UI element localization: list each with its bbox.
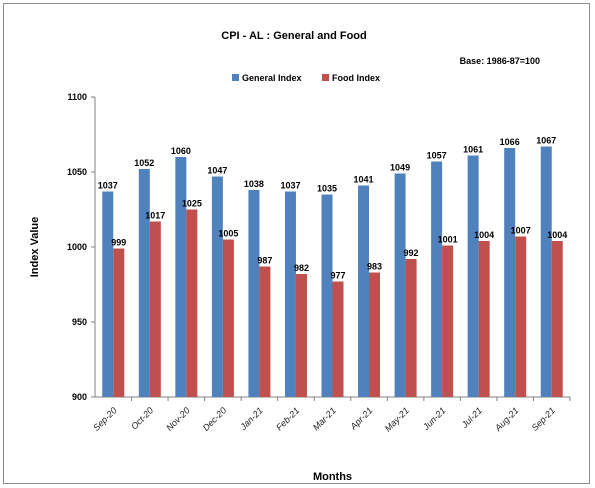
general-index-value-label: 1035 [317, 184, 337, 194]
legend-label-2: Food Index [332, 73, 380, 83]
food-index-value-label: 999 [111, 238, 126, 248]
general-index-bar [321, 194, 333, 397]
chart-subtitle: Base: 1986-87=100 [460, 56, 540, 66]
food-index-value-label: 987 [257, 256, 272, 266]
general-index-bar [102, 191, 114, 397]
general-index-bar [467, 155, 479, 397]
food-index-bar [222, 239, 234, 397]
food-index-bar [113, 248, 125, 397]
food-index-value-label: 1005 [218, 229, 238, 239]
general-index-bar [504, 148, 516, 397]
general-index-bar [284, 191, 296, 397]
food-index-value-label: 1001 [438, 235, 458, 245]
food-index-value-label: 1017 [145, 211, 165, 221]
x-tick-label: Jul-21 [459, 405, 484, 430]
general-index-bar [394, 173, 406, 397]
food-index-value-label: 982 [294, 263, 309, 273]
general-index-bar [358, 185, 370, 397]
chart-title: CPI - AL : General and Food [221, 30, 366, 42]
x-tick-label: May-21 [383, 405, 411, 433]
x-tick-label: Feb-21 [274, 405, 301, 432]
food-index-value-label: 1004 [474, 230, 494, 240]
food-index-bar [332, 281, 344, 397]
food-index-bar [551, 241, 563, 397]
general-index-bar [540, 146, 552, 397]
food-index-bar [295, 274, 307, 397]
food-index-value-label: 983 [367, 262, 382, 272]
general-index-bar [175, 157, 187, 397]
y-axis-label: Index Value [29, 217, 41, 278]
legend-swatch-1 [232, 74, 239, 81]
x-tick-label: Jan-21 [238, 405, 265, 432]
food-index-value-label: 1004 [547, 230, 567, 240]
x-tick-label: Dec-20 [201, 405, 229, 433]
x-tick-label: Oct-20 [129, 405, 155, 431]
x-tick-label: Sep-20 [91, 405, 119, 433]
general-index-value-label: 1041 [354, 175, 374, 185]
legend-label-1: General Index [242, 73, 302, 83]
general-index-bar [138, 169, 150, 397]
general-index-value-label: 1037 [280, 181, 300, 191]
food-index-value-label: 1025 [182, 199, 202, 209]
general-index-value-label: 1060 [171, 146, 191, 156]
x-tick-label: Apr-21 [348, 405, 375, 432]
legend: General Index Food Index [232, 73, 380, 83]
y-tick-label: 1000 [67, 242, 87, 252]
y-tick-label: 1050 [67, 167, 87, 177]
general-index-value-label: 1057 [427, 151, 447, 161]
general-index-value-label: 1038 [244, 179, 264, 189]
x-tick-label: Sep-21 [530, 405, 558, 433]
general-index-bar [431, 161, 443, 397]
food-index-value-label: 1007 [511, 226, 531, 236]
general-index-bar [248, 190, 260, 397]
food-index-bar [149, 221, 161, 397]
food-index-value-label: 992 [404, 248, 419, 258]
plot-area: 1100 1050 1000 950 900 1037 999 Sep-20 1052 1017 O… [67, 92, 571, 434]
general-index-bar [211, 176, 223, 397]
food-index-bar [186, 209, 198, 397]
legend-swatch-2 [322, 74, 329, 81]
general-index-value-label: 1047 [207, 166, 227, 176]
y-tick-label: 900 [72, 392, 87, 402]
x-tick-label: Mar-21 [311, 405, 338, 432]
food-index-bar [442, 245, 454, 397]
general-index-value-label: 1066 [500, 137, 520, 147]
food-index-value-label: 977 [330, 271, 345, 281]
general-index-value-label: 1067 [536, 136, 556, 146]
general-index-value-label: 1061 [463, 145, 483, 155]
food-index-bar [259, 266, 271, 397]
general-index-value-label: 1052 [134, 158, 154, 168]
y-tick-label: 950 [72, 317, 87, 327]
general-index-value-label: 1049 [390, 163, 410, 173]
x-axis-label: Months [313, 471, 352, 483]
food-index-bar [405, 259, 417, 397]
y-tick-label: 1100 [67, 92, 87, 102]
x-tick-label: Nov-20 [164, 405, 192, 433]
x-tick-label: Jun-21 [420, 405, 447, 432]
chart-frame [3, 3, 590, 484]
food-index-bar [369, 272, 381, 397]
general-index-value-label: 1037 [98, 181, 118, 191]
food-index-bar [515, 236, 527, 397]
food-index-bar [478, 241, 490, 397]
x-tick-label: Aug-21 [492, 405, 520, 433]
